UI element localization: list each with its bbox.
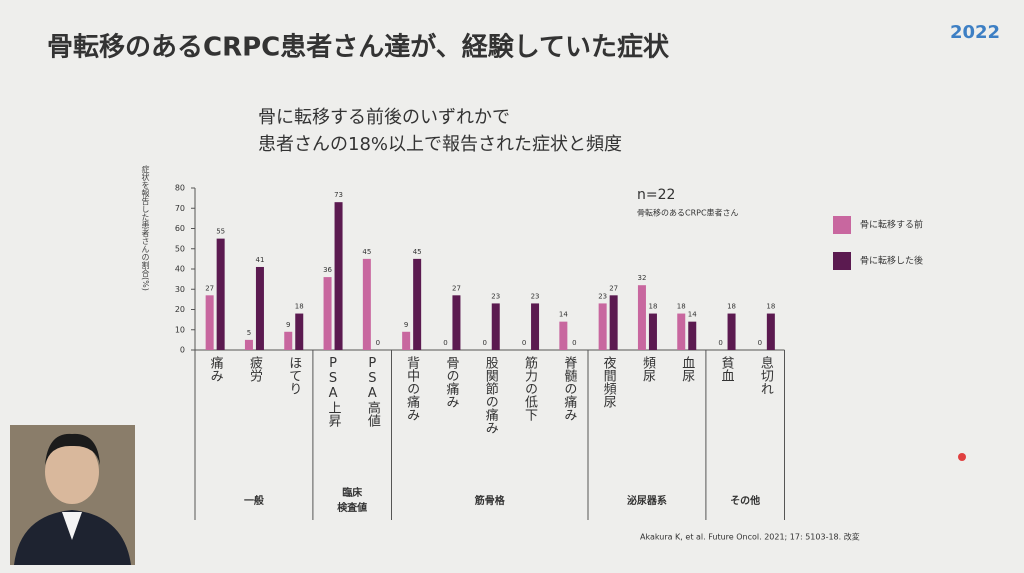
bar: [295, 313, 304, 350]
bar: [677, 313, 686, 350]
y-tick-label: 10: [175, 325, 185, 334]
x-tick-label: PSA高値: [364, 356, 380, 427]
data-label: 45: [362, 248, 371, 256]
bar: [491, 303, 500, 350]
bar: [531, 303, 540, 350]
bar: [244, 339, 253, 350]
x-tick-label: 疲労: [246, 356, 262, 382]
bar: [452, 295, 461, 350]
data-label: 14: [559, 311, 568, 319]
data-label: 36: [323, 266, 332, 274]
data-label: 18: [295, 303, 304, 311]
data-label: 18: [766, 303, 775, 311]
y-tick-label: 80: [175, 184, 185, 193]
y-axis-label: 症状を報告した患者さんの割合(%): [141, 165, 150, 291]
legend-swatch: [833, 252, 851, 270]
bar: [362, 258, 371, 350]
bar: [413, 258, 422, 350]
data-label: 0: [758, 339, 762, 347]
pointer: [958, 453, 966, 461]
bar: [323, 277, 332, 350]
x-tick-label: ほてり: [286, 356, 302, 395]
data-label: 23: [531, 292, 540, 300]
data-label: 5: [247, 329, 251, 337]
group-label: 臨床 検査値: [337, 488, 368, 514]
data-label: 9: [286, 321, 290, 329]
data-label: 0: [572, 339, 576, 347]
x-tick-label: 背中の痛み: [404, 356, 420, 421]
data-label: 0: [376, 339, 380, 347]
y-tick-label: 50: [175, 244, 185, 253]
bar: [255, 266, 264, 350]
x-tick-label: 息切れ: [757, 356, 773, 395]
bar: [284, 331, 293, 350]
data-label: 0: [483, 339, 487, 347]
bar: [727, 313, 736, 350]
annotation-sub: 骨転移のあるCRPC患者さん: [637, 208, 739, 218]
chart-title: 骨に転移する前後のいずれかで: [258, 107, 510, 128]
x-tick-label: PSA上昇: [325, 356, 341, 427]
x-tick-label: 頻尿: [639, 356, 655, 382]
bar: [334, 202, 343, 350]
y-tick-label: 70: [175, 204, 185, 213]
x-tick-label: 股関節の痛み: [482, 356, 498, 434]
speaker-video: [10, 425, 135, 565]
bar: [688, 321, 697, 350]
group-label: 一般: [243, 496, 264, 507]
data-label: 0: [522, 339, 526, 347]
data-label: 18: [648, 303, 657, 311]
slide-title: 骨転移のあるCRPC患者さん達が、経験していた症状: [47, 32, 670, 63]
y-tick-label: 30: [175, 285, 185, 294]
chart-subtitle: 患者さんの18%以上で報告された症状と頻度: [258, 134, 622, 155]
y-tick-label: 40: [175, 265, 185, 274]
annotation: n=22: [637, 187, 675, 203]
bar: [216, 238, 225, 350]
bar: [609, 295, 618, 350]
data-label: 9: [404, 321, 408, 329]
data-label: 0: [443, 339, 447, 347]
x-tick-label: 血尿: [679, 356, 695, 382]
bar: [766, 313, 775, 350]
bar: [205, 295, 214, 350]
legend-swatch: [833, 216, 851, 234]
data-label: 73: [334, 191, 343, 199]
x-tick-label: 痛み: [207, 356, 223, 382]
data-label: 32: [637, 274, 646, 282]
x-tick-label: 脊髄の痛み: [561, 356, 577, 421]
data-label: 41: [255, 256, 264, 264]
x-tick-label: 夜間頻尿: [600, 356, 616, 408]
data-label: 23: [491, 292, 500, 300]
y-tick-label: 0: [180, 346, 185, 355]
data-label: 23: [598, 292, 607, 300]
group-label: 筋骨格: [474, 496, 505, 507]
y-tick-label: 60: [175, 224, 185, 233]
x-tick-label: 貧血: [718, 356, 734, 382]
x-tick-label: 筋力の低下: [522, 356, 538, 421]
bar: [598, 303, 607, 350]
data-label: 45: [413, 248, 422, 256]
group-label: 泌尿器系: [626, 496, 667, 507]
bar: [637, 285, 646, 350]
data-label: 18: [677, 303, 686, 311]
data-label: 0: [718, 339, 722, 347]
data-label: 55: [216, 228, 225, 236]
data-label: 18: [727, 303, 736, 311]
logo: 2022: [950, 22, 1000, 43]
legend-label: 骨に転移する前: [860, 219, 923, 231]
x-tick-label: 骨の痛み: [443, 356, 459, 408]
data-label: 27: [205, 284, 214, 292]
data-label: 27: [452, 284, 461, 292]
y-tick-label: 20: [175, 305, 185, 314]
citation: Akakura K, et al. Future Oncol. 2021; 17…: [640, 532, 860, 542]
legend-label: 骨に転移した後: [860, 255, 923, 267]
bar: [402, 331, 411, 350]
bar: [559, 321, 568, 350]
group-label: その他: [730, 496, 761, 507]
data-label: 14: [688, 311, 697, 319]
bar: [648, 313, 657, 350]
data-label: 27: [609, 284, 618, 292]
